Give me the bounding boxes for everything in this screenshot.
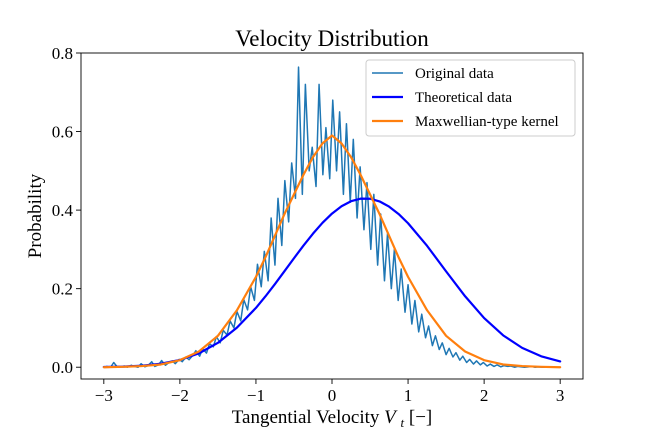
legend: Original data Theoretical data Maxwellian-…	[365, 59, 576, 137]
series-maxwellian-kernel-line	[102, 134, 562, 369]
x-tick-label: 3	[556, 386, 565, 405]
legend-box	[365, 59, 576, 137]
y-tick-label: 0.0	[52, 358, 73, 377]
series-theoretical-data-line	[102, 197, 562, 369]
x-axis: −3 −2 −1 0 1 2 3	[95, 379, 565, 405]
x-axis-label-subscript: t	[401, 415, 405, 430]
legend-item-original-data-label: Original data	[415, 66, 494, 82]
x-tick-label: 0	[328, 386, 337, 405]
x-tick-label: 1	[404, 386, 413, 405]
x-tick-label: −2	[171, 386, 189, 405]
chart-title: Velocity Distribution	[235, 26, 429, 51]
y-tick-label: 0.2	[52, 280, 73, 299]
legend-item-theoretical-data-label: Theoretical data	[415, 90, 512, 106]
x-tick-label: −3	[95, 386, 113, 405]
y-axis-label: Probability	[25, 173, 46, 258]
x-axis-label-suffix: [−]	[409, 407, 432, 428]
y-tick-label: 0.4	[52, 201, 74, 220]
legend-item-maxwellian-kernel-label: Maxwellian-type kernel	[415, 114, 559, 130]
y-axis: 0.0 0.2 0.4 0.6 0.8	[52, 44, 81, 377]
series-layer	[102, 66, 562, 369]
y-tick-label: 0.6	[52, 123, 73, 142]
x-tick-label: 2	[480, 386, 489, 405]
x-axis-label-prefix: Tangential Velocity	[232, 407, 384, 428]
x-axis-label: Tangential Velocity V t [−]	[232, 407, 433, 432]
x-axis-label-variable: V	[384, 407, 398, 428]
y-tick-label: 0.8	[52, 44, 73, 63]
x-tick-label: −1	[247, 386, 265, 405]
